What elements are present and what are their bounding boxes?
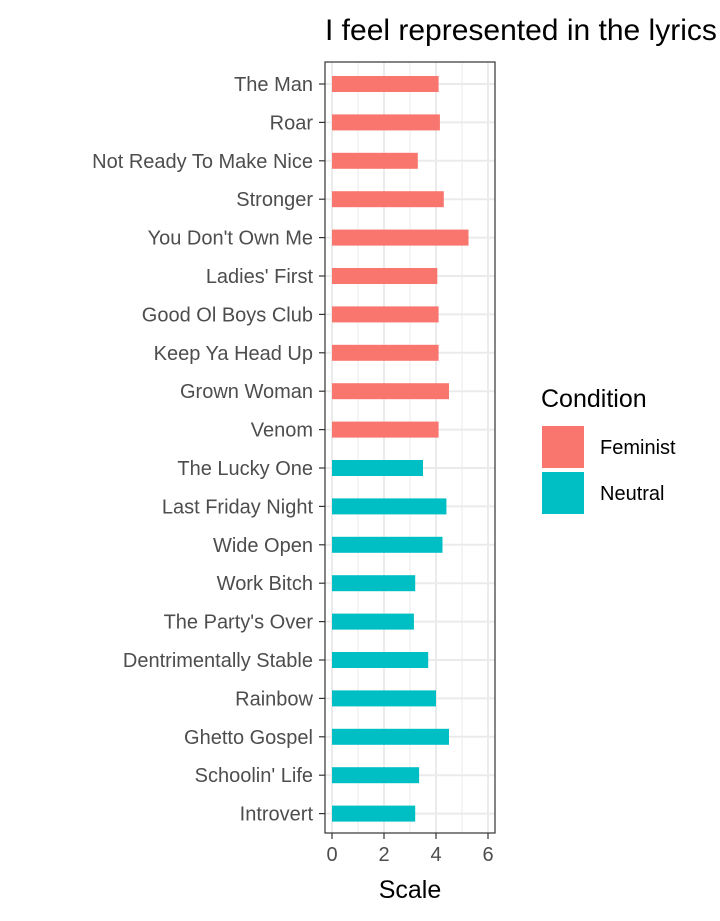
bar: [332, 460, 423, 476]
bar: [332, 690, 436, 707]
y-tick-label: Dentrimentally Stable: [123, 650, 313, 672]
x-axis-title: Scale: [379, 876, 442, 904]
y-tick-label: Ladies' First: [206, 266, 314, 288]
chart-title: I feel represented in the lyrics: [325, 14, 717, 47]
legend-title: Condition: [541, 385, 647, 413]
legend-label: Feminist: [600, 437, 676, 459]
bar: [332, 536, 443, 553]
x-axis: 0 2 4 6: [326, 833, 494, 866]
y-tick-label: Grown Woman: [180, 381, 313, 403]
x-tick-label: 6: [482, 844, 493, 866]
y-tick-label: Work Bitch: [217, 573, 313, 595]
bar: [332, 344, 439, 361]
y-tick-label: The Party's Over: [164, 612, 314, 634]
bar: [332, 152, 418, 169]
legend-swatch: [542, 472, 584, 514]
bar: [332, 421, 439, 438]
x-tick-label: 0: [326, 844, 337, 866]
grid: [325, 62, 495, 833]
y-axis: The Man Roar Not Ready To Make Nice Stronge…: [92, 74, 325, 826]
y-tick-label: Not Ready To Make Nice: [92, 151, 313, 173]
bar: [332, 575, 416, 592]
y-tick-label: Wide Open: [213, 535, 313, 557]
bars: [332, 76, 469, 822]
y-tick-label: The Man: [234, 74, 313, 96]
legend-swatch: [542, 426, 584, 468]
y-tick-label: Last Friday Night: [162, 496, 314, 518]
x-tick-label: 4: [430, 844, 441, 866]
panel-border: [324, 61, 496, 834]
bar: [332, 613, 414, 630]
bar: [332, 728, 449, 745]
y-tick-label: Keep Ya Head Up: [154, 343, 313, 365]
bar: [332, 306, 439, 323]
x-tick-label: 2: [378, 844, 389, 866]
bar: [332, 383, 449, 400]
y-tick-label: You Don't Own Me: [148, 228, 313, 250]
y-tick-label: Rainbow: [235, 688, 313, 710]
bar: [332, 498, 447, 515]
bar: [332, 191, 444, 208]
legend: Condition Feminist Neutral: [541, 385, 676, 514]
y-tick-label: Roar: [270, 112, 314, 134]
bar: [332, 805, 416, 822]
bar: [332, 652, 429, 668]
y-tick-label: Ghetto Gospel: [184, 727, 313, 749]
y-tick-label: Schoolin' Life: [195, 765, 313, 787]
y-tick-label: Stronger: [236, 189, 313, 211]
bar: [332, 229, 469, 246]
bar: [332, 767, 420, 784]
y-tick-label: The Lucky One: [177, 458, 313, 480]
bar: [332, 114, 440, 131]
y-tick-label: Venom: [251, 420, 313, 442]
bar: [332, 76, 439, 92]
bar: [332, 268, 438, 284]
y-tick-label: Good Ol Boys Club: [142, 304, 313, 326]
y-tick-label: Introvert: [240, 804, 314, 826]
legend-label: Neutral: [600, 483, 664, 505]
